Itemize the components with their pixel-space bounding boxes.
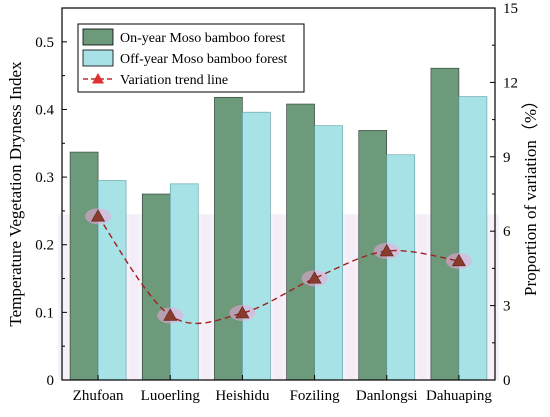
y2-tick-label: 0 (503, 373, 511, 389)
legend-label-trend: Variation trend line (120, 73, 228, 88)
legend-label-off-year: Off-year Moso bamboo forest (120, 52, 287, 67)
y2-tick-label: 3 (503, 299, 511, 315)
y2-tick-label: 9 (503, 150, 511, 166)
legend-marker-trend (92, 73, 104, 84)
y-tick-label: 0.2 (35, 238, 54, 254)
x-tick-label-foziling: Foziling (290, 388, 341, 404)
left-axis: 0 0.1 0.2 0.3 0.4 0.5 (35, 7, 67, 389)
bars (69, 67, 488, 381)
trend-line-group (85, 208, 472, 325)
x-axis: Zhufoan Luoerling Heishidu Foziling Danlongs… (73, 375, 492, 404)
y-tick-label: 0 (47, 373, 55, 389)
trend-marker-luoerling (163, 308, 178, 321)
bar-off-year-foziling (314, 125, 343, 381)
bar-on-year-foziling (286, 103, 315, 381)
bar-off-year-zhufoan (97, 180, 127, 381)
y-tick-label: 0.1 (35, 305, 54, 321)
trend-marker-foziling (307, 271, 322, 284)
legend: On-year Moso bamboo forest Off-year Moso… (77, 23, 305, 93)
y2-tick-label: 6 (503, 224, 511, 240)
legend-box (77, 23, 305, 93)
x-tick-label-dahuaping: Dahuaping (426, 388, 492, 404)
right-axis: 0 3 6 9 12 15 (490, 1, 518, 389)
legend-label-on-year: On-year Moso bamboo forest (120, 31, 285, 46)
y-axis-title: Temperature Vegetation Dryness Index (6, 61, 25, 327)
bar-on-year-heishidu (214, 96, 243, 381)
trend-line (97, 215, 460, 325)
trend-marker-dahuaping (451, 253, 466, 267)
bar-on-year-dahuaping (430, 67, 460, 381)
y2-axis-title: Proportion of variation（%） (521, 92, 540, 296)
y-tick-label: 0.5 (35, 35, 54, 51)
trend-marker-zhufoan (91, 209, 106, 222)
legend-swatch-off-year (82, 49, 114, 67)
x-tick-label-danlongsi: Danlongsi (356, 388, 418, 404)
bar-on-year-luoerling (141, 193, 171, 381)
bar-off-year-luoerling (169, 183, 199, 381)
bar-off-year-heishidu (242, 111, 271, 381)
x-tick-label-zhufoan: Zhufoan (73, 388, 124, 404)
trend-marker-danlongsi (379, 243, 394, 257)
bar-off-year-dahuaping (458, 96, 488, 381)
x-tick-label-heishidu: Heishidu (215, 388, 270, 404)
bar-off-year-danlongsi (386, 154, 416, 381)
y2-tick-label: 12 (503, 75, 518, 91)
x-tick-label-luoerling: Luoerling (141, 388, 201, 404)
y-tick-label: 0.4 (35, 102, 54, 118)
bar-on-year-zhufoan (69, 151, 99, 381)
trend-marker-heishidu (235, 305, 250, 319)
y-tick-label: 0.3 (35, 170, 54, 186)
y2-tick-label: 15 (503, 1, 518, 17)
legend-swatch-on-year (82, 28, 114, 46)
